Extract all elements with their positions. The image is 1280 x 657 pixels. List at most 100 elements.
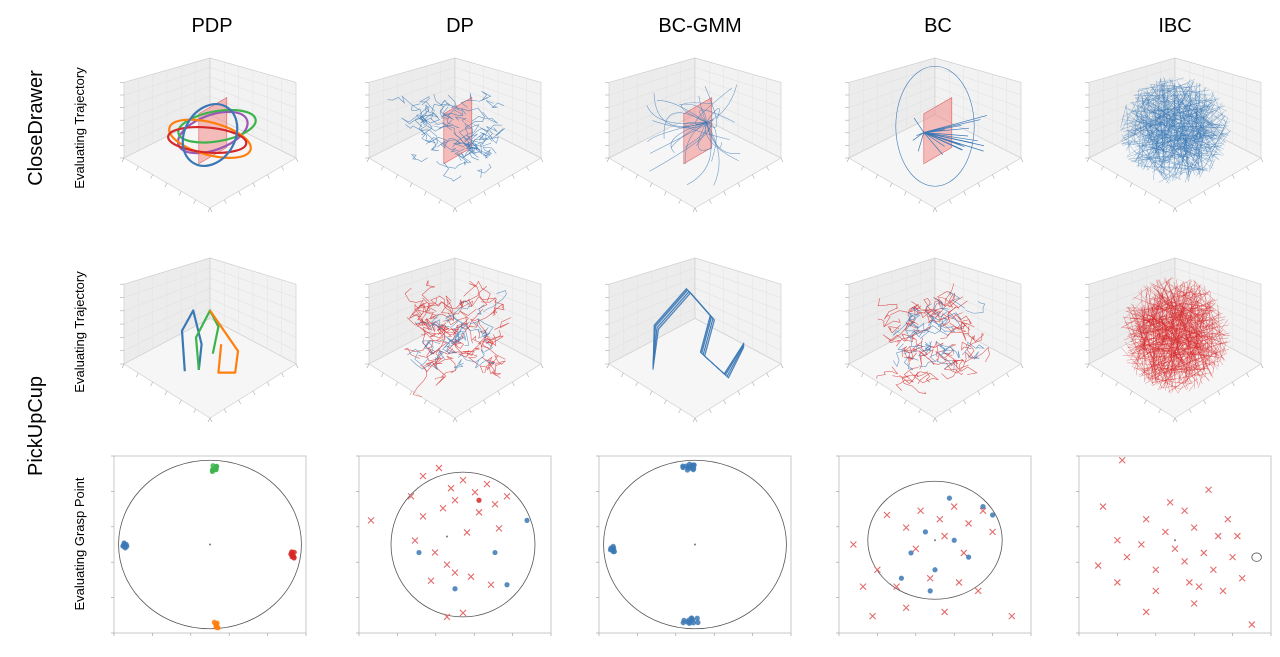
trajectory-line [1141,318,1155,326]
trajectory-line [1208,291,1211,351]
trajectory-line [434,370,455,380]
trajectory-line [1205,94,1207,106]
trajectory-line [404,347,420,359]
trajectory-path [180,309,203,372]
column-title-bc: BC [924,15,952,37]
failed-grasp-marker [1238,574,1246,582]
trajectory-line [465,143,483,157]
trajectory-line [1162,113,1199,166]
trajectory-line [1143,110,1167,134]
trajectory-line [1148,158,1208,171]
trajectory-line [924,341,932,352]
trajectory-line [939,312,963,322]
trajectory-line [1131,356,1145,359]
trajectory-line [472,135,491,159]
trajectory-line [1135,323,1177,345]
trajectory-line [923,115,988,133]
trajectory-line [420,117,433,140]
trajectory-line [436,154,468,169]
axis-tick [918,408,921,414]
axis-tick [621,372,624,378]
axis-tick [512,174,515,179]
axis-tick [238,399,241,405]
trajectory-series-purple [176,110,249,155]
trajectory-line [457,352,479,365]
panel-pickupcup-ibc-trajectory3d [1085,257,1264,423]
grasp-point [922,529,929,535]
axis-tick [621,166,624,171]
trajectory-line [436,324,444,341]
trajectory-line [1175,109,1227,143]
failed-grasp-marker [1152,587,1160,595]
trajectory-line [1175,286,1227,333]
axis-tick [452,417,456,423]
axis-tick [150,174,153,179]
trajectory-line [1132,304,1211,366]
trajectory-line [458,127,493,142]
failed-grasp-marker [859,583,867,591]
grasp-point [688,465,694,471]
trajectory-line [478,135,499,144]
trajectory-line [1147,355,1209,379]
trajectory-line [1144,293,1148,298]
trajectory-line [413,339,440,352]
failed-grasp-marker [850,541,857,548]
axis-tick [752,381,755,387]
axis-tick [1006,166,1009,171]
trajectory-line [454,143,476,158]
trajectory-line [480,127,506,139]
trajectory-line [443,162,462,182]
trajectory-line [1159,105,1224,166]
grasp-point [289,549,295,555]
axis-tick [977,390,981,396]
trajectory-line [923,132,978,142]
trajectory-line [1146,88,1155,159]
trajectory-line [419,297,431,314]
failed-grasp-marker [483,480,491,488]
trajectory-line [1135,368,1204,370]
failed-grasp-marker [1190,524,1198,532]
trajectory-line [953,358,978,375]
trajectory-line [423,360,437,373]
trajectory-line [419,96,436,112]
axis-tick [497,182,501,188]
trajectory-line [1158,166,1202,170]
failed-grasp-marker [902,604,910,612]
trajectory-line [453,359,464,371]
trajectory-line [695,87,733,125]
trajectory-series-blue [181,103,239,167]
trajectory-line [1195,140,1226,177]
panel-pickupcup-ibc-scatter [1076,455,1272,636]
axis-tick [224,408,227,414]
trajectory-line [1176,279,1178,289]
trajectory-line [1154,297,1205,349]
grasp-point [932,567,938,573]
trajectory-line [1127,317,1207,354]
panel-pickupcup-dp-scatter [356,455,552,636]
trajectory-line [1137,139,1152,157]
failed-grasp-marker [1123,553,1131,561]
trajectory-line [445,295,454,313]
trajectory-series-blue [180,309,203,372]
axis-tick [121,157,125,163]
axis-tick [949,199,952,204]
workspace-circle [867,480,1003,600]
trajectory-line [1137,77,1185,92]
trajectory-line [1176,325,1215,343]
trajectory-line [1133,88,1182,163]
trajectory-line [425,137,459,153]
row-label-grasp-point: Evaluating Grasp Point [72,477,87,610]
trajectory-line [452,115,486,148]
grasp-point [686,620,693,626]
axis-tick [977,182,981,188]
failed-grasp-marker [435,464,443,472]
trajectory-line [1186,141,1208,160]
axis-tick [846,363,850,369]
failed-grasp-marker [1171,545,1179,553]
trajectory-line [1131,296,1154,343]
axis-tick [678,408,681,414]
axis-tick [238,191,241,196]
axis-tick [409,390,413,396]
trajectory-line [405,124,438,144]
trajectory-line [1127,332,1174,346]
